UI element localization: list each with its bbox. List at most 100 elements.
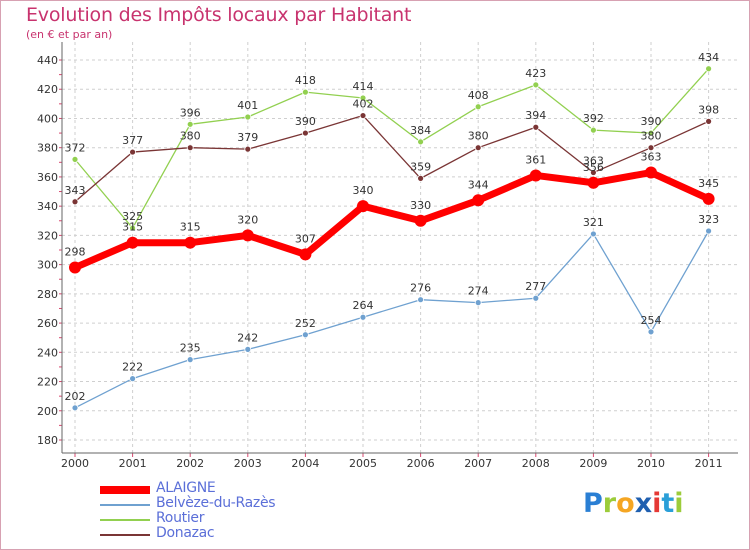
data-label: 235 [180,342,201,355]
data-label: 361 [525,153,546,166]
x-tick-label: 2001 [119,457,147,470]
data-point [301,88,309,96]
y-tick-label: 320 [37,229,58,242]
data-point [532,81,540,89]
data-point [474,299,482,307]
data-point [241,229,254,242]
data-label: 264 [353,299,374,312]
data-point [474,103,482,111]
data-point [532,294,540,302]
data-point [647,129,655,137]
data-label: 242 [237,331,258,344]
data-label: 392 [583,112,604,125]
data-label: 330 [410,199,431,212]
data-label: 343 [65,184,86,197]
legend-label: Routier [156,510,205,526]
data-point [301,331,309,339]
data-point [529,169,542,182]
x-tick-label: 2009 [579,457,607,470]
logo-letter: P [583,488,603,519]
data-label: 418 [295,74,316,87]
x-tick-label: 2000 [61,457,89,470]
data-label: 202 [65,390,86,403]
data-label: 379 [237,131,258,144]
legend-swatch [100,519,150,521]
data-label: 396 [180,106,201,119]
data-point [590,169,597,176]
data-label: 315 [122,221,143,234]
x-tick-label: 2006 [407,457,435,470]
data-point [705,117,712,125]
data-point [69,261,81,274]
y-tick-label: 360 [37,171,58,184]
data-label: 401 [237,99,258,112]
data-label: 402 [353,98,374,111]
legend-swatch [100,504,150,506]
data-point [299,248,312,261]
data-point [129,148,137,156]
y-tick-label: 380 [37,142,58,155]
data-label: 276 [410,282,431,295]
data-label: 363 [583,155,604,168]
data-label: 356 [583,161,604,174]
data-point [357,200,369,213]
y-tick-label: 400 [37,112,58,125]
data-label: 344 [468,178,489,191]
data-point [532,123,540,131]
data-label: 372 [65,141,86,154]
data-label: 398 [698,103,719,116]
data-label: 377 [122,134,143,147]
legend-swatch [100,534,150,536]
data-point [186,144,194,152]
proxiti-logo: Proxiti [583,488,684,519]
data-point [126,236,139,249]
data-label: 380 [468,130,489,143]
logo-letter: t [661,488,675,519]
data-label: 380 [180,130,201,143]
data-point [244,145,252,153]
legend-label: Donazac [156,525,215,541]
plot-area [62,42,738,453]
data-label: 345 [698,177,719,190]
data-label: 277 [525,280,546,293]
data-label: 325 [122,210,143,223]
data-point [129,375,137,383]
chart-subtitle: (en € et par an) [26,28,113,41]
series-line-belv-ze-du-raz-s [74,230,710,409]
legend-item: ALAIGNE [100,480,360,499]
y-tick-label: 440 [37,54,58,67]
data-point [184,236,197,249]
data-label: 274 [468,285,489,298]
data-point [417,174,425,182]
data-point [414,214,427,227]
logo-letter: i [652,488,662,519]
data-label: 321 [583,216,604,229]
data-point [71,198,79,206]
data-point [645,166,657,179]
data-label: 434 [698,51,719,64]
x-tick-label: 2005 [349,457,377,470]
series-line-alaigne [71,169,713,272]
data-point [472,194,485,207]
legend-item: Belvèze-du-Razès [100,495,360,514]
x-tick-label: 2010 [637,457,665,470]
series-line-donazac [74,114,710,203]
data-point [587,176,600,189]
x-tick-label: 2007 [464,457,492,470]
data-label: 359 [410,160,431,173]
data-point [359,112,367,119]
y-tick-label: 220 [37,376,58,389]
data-point [417,138,425,146]
logo-letter: x [634,488,653,519]
data-point [71,155,79,163]
y-tick-label: 420 [37,83,58,96]
data-point [705,65,712,73]
data-label: 320 [237,213,258,226]
logo-letter: i [674,488,684,519]
y-tick-label: 240 [37,346,58,359]
data-point [474,144,482,152]
data-point [590,126,597,134]
data-label: 340 [353,184,374,197]
data-point [705,227,712,235]
